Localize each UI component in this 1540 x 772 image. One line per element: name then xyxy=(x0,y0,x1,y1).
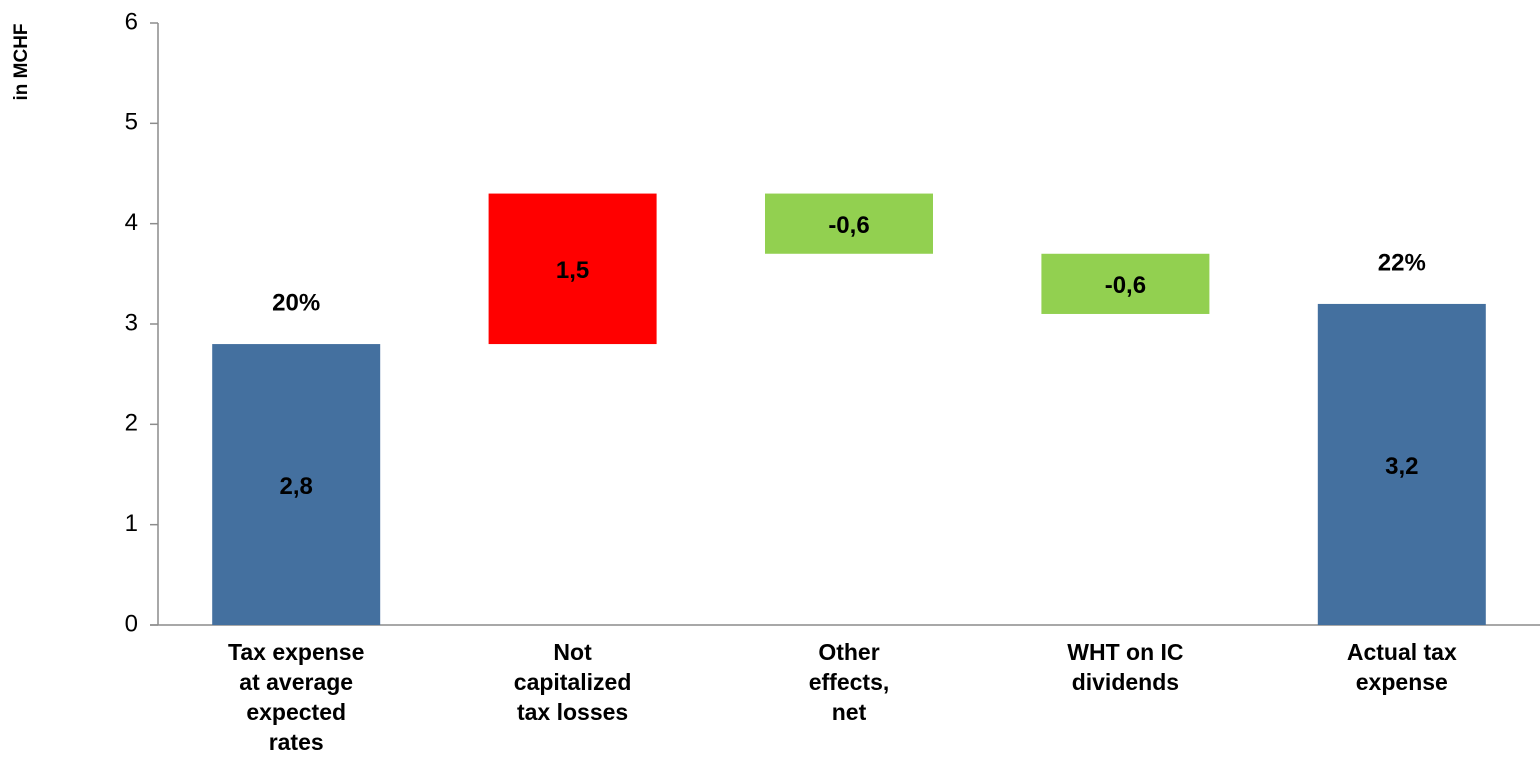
value-label: 3,2 xyxy=(1385,453,1418,480)
value-label: -0,6 xyxy=(828,212,869,239)
x-tick-label: Actual tax expense xyxy=(1346,639,1457,695)
top-label: 22% xyxy=(1378,249,1426,276)
bar xyxy=(1041,253,1210,314)
x-tick-label: Not capitalized tax losses xyxy=(513,639,632,725)
y-tick-label: 6 xyxy=(125,8,138,35)
bar xyxy=(1317,303,1486,625)
x-tick-label: Other effects, net xyxy=(808,639,890,725)
y-tick-label: 3 xyxy=(125,309,138,336)
y-tick-label: 1 xyxy=(125,510,138,537)
y-tick-label: 5 xyxy=(125,109,138,136)
bar xyxy=(765,193,933,254)
bar xyxy=(212,344,381,625)
y-axis-label: in MCHF xyxy=(11,23,32,100)
value-label: -0,6 xyxy=(1105,272,1146,299)
bar xyxy=(488,193,657,345)
value-label: 1,5 xyxy=(556,257,589,284)
y-tick-label: 2 xyxy=(125,410,138,437)
y-tick-label: 4 xyxy=(125,209,138,236)
y-tick-label: 0 xyxy=(125,610,138,637)
x-tick-label: Tax expense at average expected rates xyxy=(228,639,365,755)
value-label: 2,8 xyxy=(280,473,313,500)
top-label: 20% xyxy=(272,289,320,316)
x-tick-label: WHT on IC dividends xyxy=(1067,639,1184,695)
